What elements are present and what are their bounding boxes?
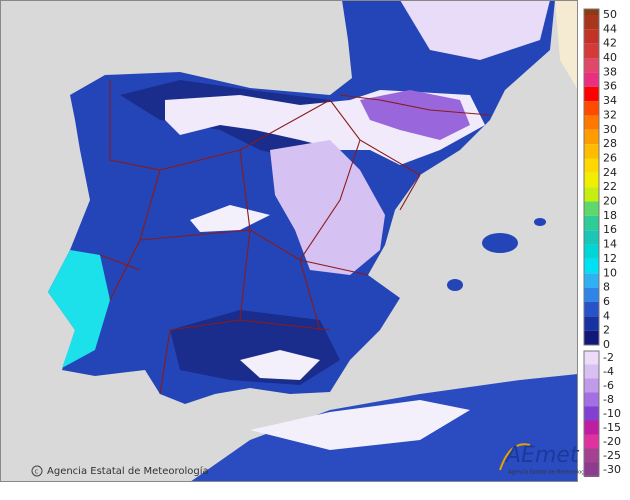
- cold-zone: [190, 205, 270, 232]
- island: [482, 233, 518, 253]
- legend-label: 12: [603, 252, 617, 265]
- legend-label: -10: [603, 407, 621, 420]
- logo: AEmet: [504, 443, 580, 468]
- legend-swatch: [584, 364, 599, 379]
- island: [534, 218, 546, 226]
- legend-label: 4: [603, 309, 610, 322]
- legend-label: 36: [603, 80, 617, 93]
- legend-swatch: [584, 9, 599, 15]
- legend-label: 32: [603, 108, 617, 121]
- legend-label: 24: [603, 166, 617, 179]
- legend-swatch: [584, 230, 599, 245]
- warm-zone: [48, 250, 110, 368]
- legend-swatch: [584, 29, 599, 44]
- legend-label: -15: [603, 421, 621, 434]
- legend-label: 8: [603, 281, 610, 294]
- legend-label: -30: [603, 463, 621, 476]
- legend-label: 40: [603, 51, 617, 64]
- copyright: Agencia Estatal de Meteorología: [47, 465, 209, 477]
- legend-swatch: [584, 201, 599, 216]
- legend-swatch: [584, 420, 599, 435]
- legend-swatch: [584, 72, 599, 87]
- legend-label: 26: [603, 151, 617, 164]
- logo-subtitle: Agencia Estatal de Meteorología: [508, 469, 589, 476]
- legend-swatch: [584, 58, 599, 73]
- copyright-icon: c: [35, 468, 39, 476]
- cold-zone: [360, 90, 470, 140]
- legend-swatch: [584, 187, 599, 202]
- legend-swatch: [584, 158, 599, 173]
- legend-label: 2: [603, 324, 610, 337]
- legend-swatch: [584, 115, 599, 130]
- legend-label: 34: [603, 94, 617, 107]
- legend-swatch: [584, 378, 599, 393]
- logo-swoosh: [499, 443, 531, 471]
- legend-label: -25: [603, 449, 621, 462]
- legend-swatch: [584, 330, 599, 345]
- legend-swatch: [584, 448, 599, 463]
- legend-swatch: [584, 273, 599, 288]
- legend-swatch: [584, 101, 599, 116]
- legend-swatch: [584, 86, 599, 102]
- cold-zone: [250, 400, 470, 450]
- legend-swatch: [584, 244, 599, 259]
- frontier: [339, 94, 491, 116]
- legend-swatch: [584, 316, 599, 331]
- cold-zone: [270, 140, 385, 275]
- legend-label: 22: [603, 180, 617, 193]
- legend-swatch: [584, 350, 599, 365]
- legend-label: 38: [603, 65, 617, 78]
- legend-frame: [583, 8, 600, 346]
- island: [447, 279, 463, 291]
- legend-swatch: [584, 215, 599, 231]
- legend-label: 30: [603, 123, 617, 136]
- legend-swatch: [584, 258, 599, 274]
- legend-label: 6: [603, 295, 610, 308]
- legend-label: 10: [603, 266, 617, 279]
- legend-label: -2: [603, 351, 614, 364]
- legend-label: 28: [603, 137, 617, 150]
- legend-swatch: [584, 287, 599, 302]
- legend-label: 0: [603, 338, 610, 351]
- legend-label: 16: [603, 223, 617, 236]
- legend-swatch: [584, 301, 599, 317]
- cold-zone: [240, 350, 320, 380]
- legend-swatch: [584, 15, 599, 30]
- legend-swatch: [584, 172, 599, 188]
- legend-swatch: [584, 392, 599, 407]
- legend-label: -6: [603, 379, 614, 392]
- legend-label: 42: [603, 37, 617, 50]
- legend-label: 18: [603, 209, 617, 222]
- copyright-icon: [31, 465, 43, 477]
- legend-swatch: [584, 462, 599, 477]
- land-outside: [555, 0, 578, 90]
- legend-label: 20: [603, 195, 617, 208]
- map-frame: [0, 0, 578, 482]
- legend-label: -8: [603, 393, 614, 406]
- legend: 5044424038363432302826242220181614121086…: [583, 8, 621, 477]
- legend-swatch: [584, 129, 599, 145]
- legend-label: -4: [603, 365, 614, 378]
- legend-label: 14: [603, 238, 617, 251]
- legend-frame: [583, 350, 600, 477]
- legend-swatch: [584, 406, 599, 421]
- legend-label: 44: [603, 22, 617, 35]
- legend-label: -20: [603, 435, 621, 448]
- legend-swatch: [584, 434, 599, 449]
- region-borders: [99, 80, 421, 395]
- legend-label: 50: [603, 8, 617, 21]
- cold-zone: [400, 0, 550, 60]
- legend-swatch: [584, 144, 599, 159]
- legend-swatch: [584, 43, 599, 59]
